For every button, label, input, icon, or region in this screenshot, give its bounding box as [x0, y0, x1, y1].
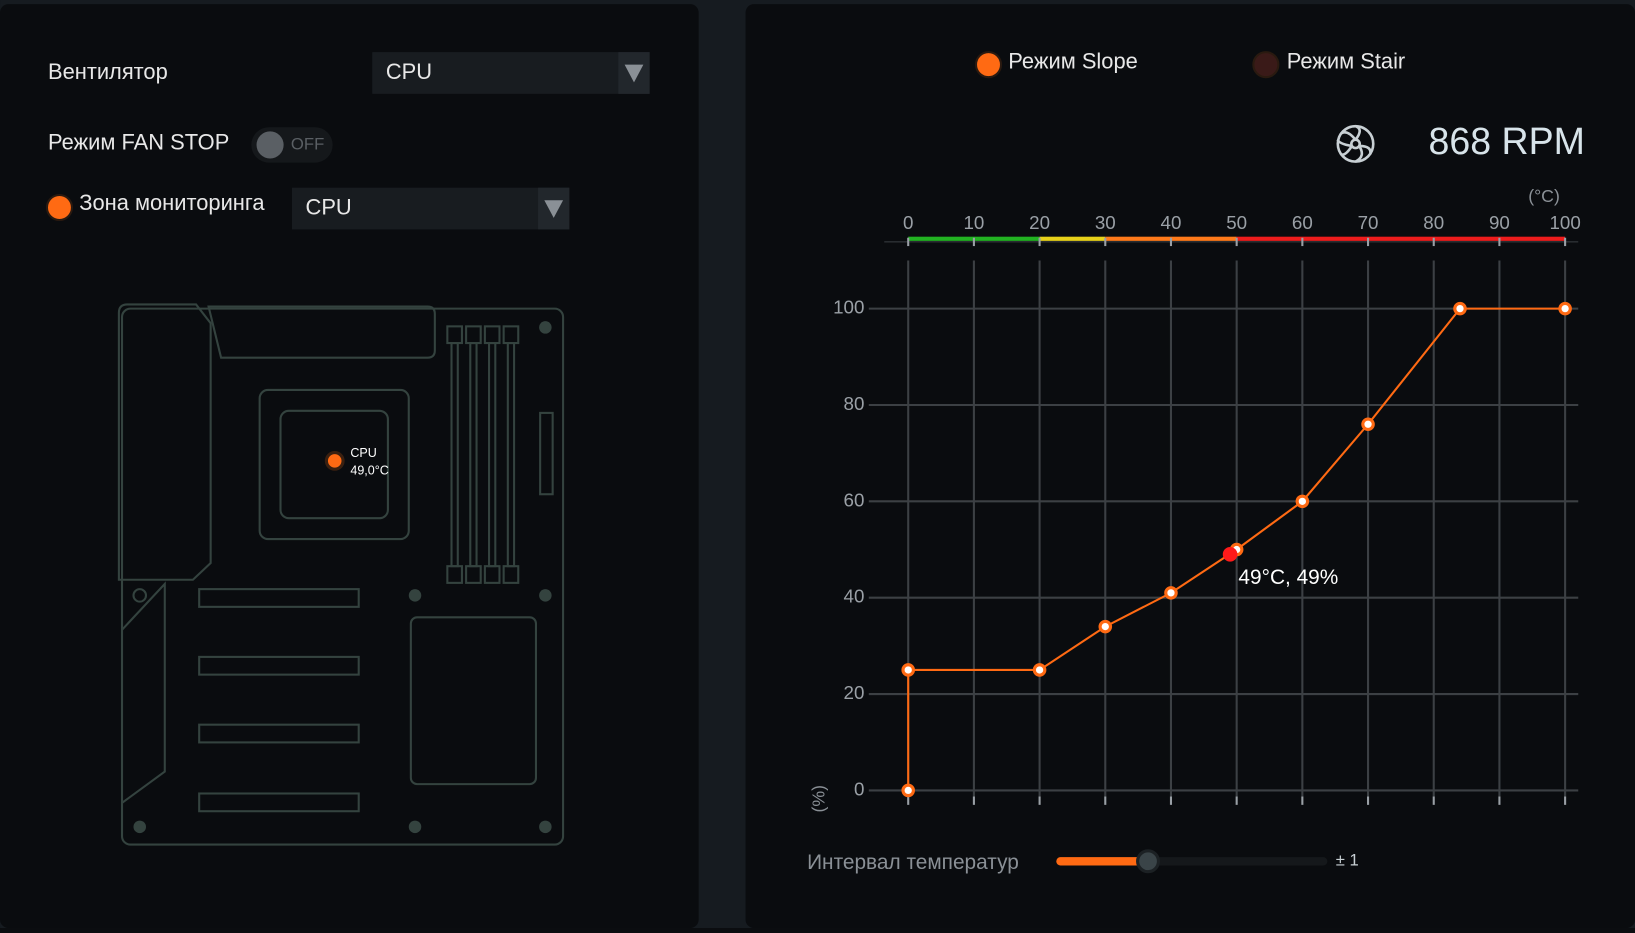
curve — [907, 307, 1566, 791]
right-panel — [745, 4, 1635, 929]
mode-label[interactable]: Режим Stair — [1287, 48, 1405, 73]
curve-point — [1295, 494, 1310, 509]
x-axis-label: (°C) — [1528, 186, 1560, 206]
toggle-knob — [256, 131, 284, 159]
y-axis-label: (%) — [808, 785, 828, 813]
slider-value: ± 1 — [1336, 851, 1359, 870]
dropdown-value: CPU — [306, 194, 352, 219]
curve-point — [1164, 586, 1178, 600]
curve-point — [901, 783, 915, 798]
y-tick-label: 0 — [854, 778, 864, 799]
dropdown-arrow — [624, 64, 644, 83]
radio[interactable] — [1252, 51, 1280, 79]
y-tick-label: 100 — [833, 297, 864, 318]
y-tick-label: 80 — [844, 393, 865, 414]
x-tick-label: 60 — [1292, 212, 1313, 233]
curve-point — [1453, 301, 1467, 316]
y-tick-label: 40 — [844, 586, 865, 607]
sensor-temp: 49,0°C — [350, 464, 388, 478]
x-tick-label: 10 — [963, 212, 984, 233]
temperature-band — [1236, 236, 1566, 241]
curve-point — [1558, 301, 1572, 316]
label: Режим FAN STOP — [48, 130, 229, 155]
dropdown-arrow — [544, 200, 564, 218]
x-tick-label: 30 — [1095, 212, 1116, 233]
motherboard — [117, 303, 565, 846]
curve-point — [1098, 619, 1113, 634]
radio[interactable] — [974, 51, 1003, 79]
sensor-name: CPU — [350, 446, 376, 460]
label: Вентилятор — [48, 59, 168, 84]
mode-label[interactable]: Режим Slope — [1008, 48, 1137, 73]
x-tick-label: 20 — [1029, 212, 1050, 233]
x-tick-label: 80 — [1423, 212, 1444, 233]
x-tick-label: 100 — [1549, 212, 1580, 233]
y-tick-label: 60 — [844, 489, 865, 510]
x-tick-label: 70 — [1358, 212, 1379, 233]
slider-fill — [1056, 857, 1149, 866]
x-tick-label: 40 — [1161, 212, 1182, 233]
temperature-band — [1039, 236, 1106, 241]
current-point — [1222, 547, 1238, 562]
sensor-dot[interactable] — [324, 450, 345, 471]
curve-point — [1361, 417, 1375, 432]
label: Зона мониторинга — [79, 190, 265, 215]
fan-icon — [1336, 124, 1375, 163]
x-tick-label: 90 — [1489, 212, 1510, 233]
toggle-label: OFF — [291, 134, 324, 153]
slider-knob[interactable] — [1136, 849, 1161, 874]
x-tick-label: 0 — [903, 212, 913, 233]
x-tick-label: 50 — [1226, 212, 1247, 233]
curve-point — [1032, 663, 1047, 677]
radio[interactable] — [45, 193, 74, 222]
left-panel — [0, 4, 699, 929]
fan-speed: 868 RPM — [1429, 120, 1585, 162]
slider-label: Интервал температур — [807, 851, 1019, 874]
dropdown[interactable] — [291, 187, 570, 230]
curve-point — [901, 663, 915, 677]
dropdown-value: CPU — [386, 59, 432, 84]
y-tick-label: 20 — [844, 682, 865, 703]
dropdown[interactable] — [372, 52, 650, 94]
current-label: 49°C, 49% — [1238, 566, 1338, 589]
